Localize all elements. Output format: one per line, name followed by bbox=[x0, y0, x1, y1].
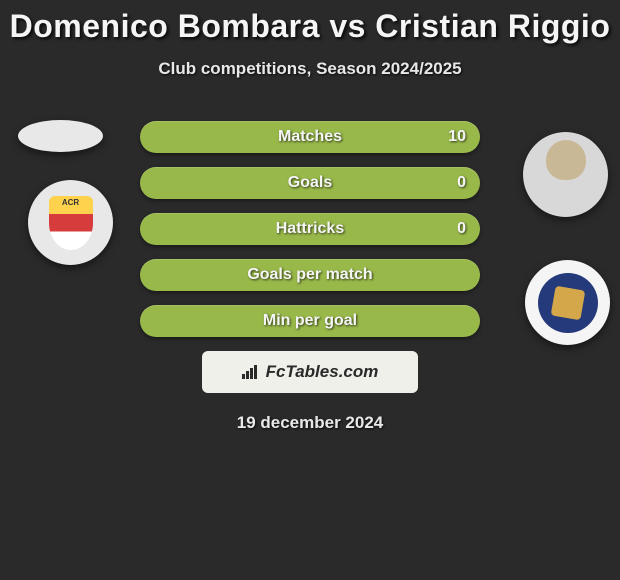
stat-label: Goals per match bbox=[247, 266, 372, 284]
stat-label: Min per goal bbox=[263, 312, 357, 330]
stat-value-right: 10 bbox=[448, 128, 466, 146]
stat-value-right: 0 bbox=[457, 220, 466, 238]
stat-row: Min per goal bbox=[140, 305, 480, 337]
stat-row: Goals per match bbox=[140, 259, 480, 291]
snapshot-date: 19 december 2024 bbox=[0, 413, 620, 433]
match-title: Domenico Bombara vs Cristian Riggio bbox=[0, 8, 620, 45]
bar-chart-icon bbox=[242, 365, 260, 379]
stat-label: Hattricks bbox=[276, 220, 344, 238]
stat-label: Matches bbox=[278, 128, 342, 146]
season-subtitle: Club competitions, Season 2024/2025 bbox=[0, 59, 620, 79]
stats-list: Matches 10 Goals 0 Hattricks 0 Goals per… bbox=[140, 121, 480, 337]
comparison-card: Domenico Bombara vs Cristian Riggio Club… bbox=[0, 0, 620, 433]
stat-label: Goals bbox=[288, 174, 332, 192]
stat-row: Goals 0 bbox=[140, 167, 480, 199]
watermark-text: FcTables.com bbox=[266, 362, 379, 382]
stat-row: Hattricks 0 bbox=[140, 213, 480, 245]
source-watermark: FcTables.com bbox=[202, 351, 418, 393]
stat-row: Matches 10 bbox=[140, 121, 480, 153]
stat-value-right: 0 bbox=[457, 174, 466, 192]
